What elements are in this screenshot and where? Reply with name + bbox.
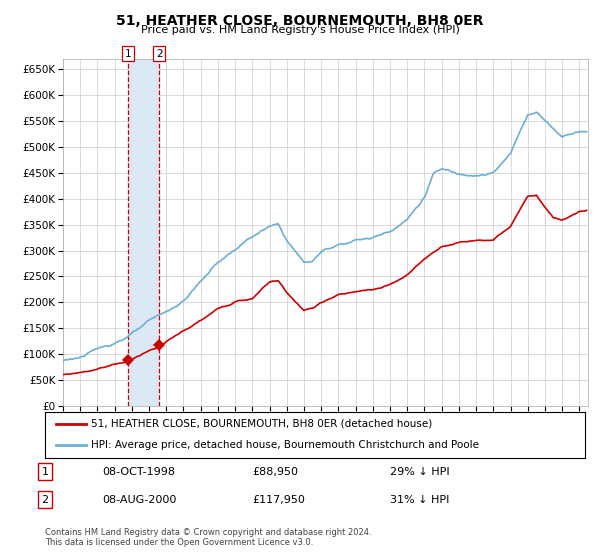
Text: 51, HEATHER CLOSE, BOURNEMOUTH, BH8 0ER (detached house): 51, HEATHER CLOSE, BOURNEMOUTH, BH8 0ER …: [91, 419, 432, 429]
Text: 1: 1: [125, 49, 131, 59]
Text: 08-AUG-2000: 08-AUG-2000: [102, 494, 176, 505]
Text: 1: 1: [41, 466, 49, 477]
Bar: [128, 59, 160, 406]
Text: Contains HM Land Registry data © Crown copyright and database right 2024.
This d: Contains HM Land Registry data © Crown c…: [45, 528, 371, 547]
Text: 2: 2: [41, 494, 49, 505]
Text: £88,950: £88,950: [252, 466, 298, 477]
Text: HPI: Average price, detached house, Bournemouth Christchurch and Poole: HPI: Average price, detached house, Bour…: [91, 440, 479, 450]
Text: 08-OCT-1998: 08-OCT-1998: [102, 466, 175, 477]
Text: 2: 2: [156, 49, 163, 59]
Text: 31% ↓ HPI: 31% ↓ HPI: [390, 494, 449, 505]
Text: £117,950: £117,950: [252, 494, 305, 505]
Text: 29% ↓ HPI: 29% ↓ HPI: [390, 466, 449, 477]
Text: Price paid vs. HM Land Registry's House Price Index (HPI): Price paid vs. HM Land Registry's House …: [140, 25, 460, 35]
Text: 51, HEATHER CLOSE, BOURNEMOUTH, BH8 0ER: 51, HEATHER CLOSE, BOURNEMOUTH, BH8 0ER: [116, 14, 484, 28]
